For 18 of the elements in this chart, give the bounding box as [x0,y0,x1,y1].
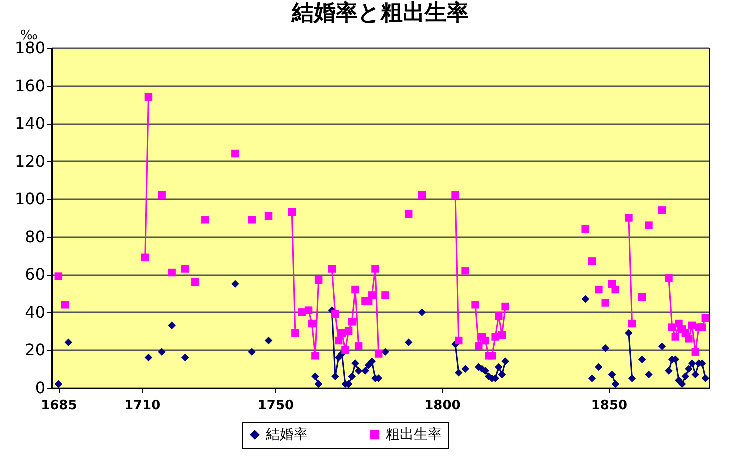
x-tick-label: 1750 [258,398,294,414]
x-tick-label: 1710 [124,398,161,414]
y-tick-label: 80 [25,227,46,246]
chart-title: 結婚率と粗出生率 [291,0,469,26]
y-tick-label: 40 [25,302,46,322]
y-tick-label: 0 [35,378,46,398]
x-tick-label: 1800 [424,398,461,414]
y-tick-label: 20 [25,340,46,360]
x-tick-label: 1685 [41,398,78,414]
y-tick-label: 140 [14,114,46,134]
y-tick-label: 180 [14,38,46,58]
legend-label: 粗出生率 [386,427,442,443]
y-tick-label: 120 [14,152,46,171]
y-tick-label: 160 [14,76,46,96]
legend-label: 結婚率 [265,427,308,443]
x-tick-label: 1850 [591,398,628,414]
y-tick-label: 60 [25,265,46,284]
y-tick-label: 100 [14,190,46,209]
